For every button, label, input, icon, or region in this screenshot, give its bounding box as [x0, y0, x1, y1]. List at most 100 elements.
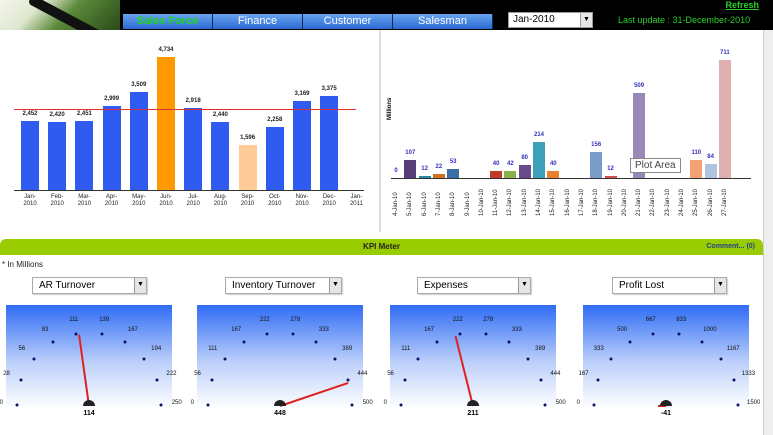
gauge-tick — [609, 357, 613, 361]
x-axis-label: 11-Jan-10 — [493, 189, 500, 216]
gauge-tick-label: 111 — [208, 346, 218, 352]
chevron-down-icon[interactable]: ▼ — [329, 278, 341, 293]
gauge-tick — [736, 403, 740, 407]
kpi-meter-header: KPI Meter Comment... (0) — [0, 239, 763, 255]
gauge-tick-label: 333 — [593, 346, 604, 352]
gauge-tick — [507, 340, 511, 344]
chevron-down-icon[interactable]: ▼ — [518, 278, 530, 293]
chevron-down-icon[interactable]: ▼ — [714, 278, 726, 293]
gauge-tick-label: 389 — [535, 346, 546, 352]
gauge-tick — [291, 332, 295, 336]
gauge-tick — [206, 403, 210, 407]
gauge-tick-label: 500 — [362, 400, 373, 406]
kpi-select-value: AR Turnover — [39, 280, 96, 291]
x-axis — [14, 190, 364, 191]
x-axis-label: May- 2010 — [132, 194, 146, 207]
gauge-tick-label: 500 — [555, 400, 566, 406]
gauge-needle — [78, 334, 90, 407]
gauge-tick-label: 56 — [194, 371, 201, 378]
gauge-tick — [32, 357, 36, 361]
x-axis-label: 14-Jan-10 — [536, 188, 542, 216]
kpi-select-1[interactable]: Inventory Turnover ▼ — [225, 277, 342, 294]
gauge-tick — [539, 378, 543, 382]
bar — [533, 142, 545, 178]
x-axis-label: Dec- 2010 — [322, 194, 336, 207]
x-axis-label: Mar- 2010 — [77, 194, 92, 207]
bar-value-label: 42 — [507, 161, 514, 167]
gauge-tick-label: 167 — [578, 371, 589, 378]
gauge-hub — [274, 400, 286, 406]
bar — [547, 171, 560, 178]
gauge-tick — [677, 332, 681, 336]
gauge-value: 448 — [274, 410, 286, 417]
month-select[interactable]: Jan-2010 ▼ — [508, 12, 593, 28]
gauge-tick-label: 444 — [357, 371, 368, 378]
tab-salesman[interactable]: Salesman — [393, 14, 493, 29]
bar — [184, 108, 203, 190]
gauge-tick-label: 500 — [617, 327, 628, 334]
gauge-tick — [142, 357, 146, 361]
gauge-tick-label: 278 — [290, 317, 301, 324]
bar — [157, 57, 175, 190]
chevron-down-icon[interactable]: ▼ — [134, 278, 146, 293]
x-axis-label: 13-Jan-10 — [521, 188, 528, 216]
logo-image — [0, 0, 120, 30]
gauge-tick — [416, 357, 420, 361]
gauge-tick-label: 167 — [231, 327, 242, 334]
gauge-tick — [484, 332, 488, 336]
x-axis-label: Oct- 2010 — [268, 194, 282, 207]
x-axis-label: Feb- 2010 — [50, 194, 64, 207]
tab-finance[interactable]: Finance — [213, 14, 303, 29]
kpi-gauge: 0 28 56 83 111 139 167 194 222 250 — [0, 305, 182, 409]
chevron-down-icon[interactable]: ▼ — [580, 13, 592, 27]
gauge-tick — [265, 332, 269, 336]
bar — [604, 176, 617, 178]
gauge-tick — [100, 332, 104, 336]
bar — [518, 164, 531, 178]
bar-value-label: 0 — [394, 168, 398, 174]
bar-value-label: 2,420 — [49, 112, 65, 119]
kpi-select-3[interactable]: Profit Lost ▼ — [612, 277, 727, 294]
x-axis-label: Jan- 2011 — [349, 194, 363, 207]
x-axis-label: 16-Jan-10 — [564, 188, 571, 216]
comment-link[interactable]: Comment... (0) — [706, 243, 755, 250]
bar — [293, 101, 311, 190]
x-axis-label: 15-Jan-10 — [550, 188, 557, 216]
bar-value-label: 12 — [607, 166, 614, 172]
bar-value-label: 156 — [591, 142, 602, 148]
gauge-tick — [651, 332, 655, 336]
bar-value-label: 2,258 — [267, 116, 283, 123]
bar-value-label: 509 — [634, 83, 645, 90]
x-axis-label: 17-Jan-10 — [578, 188, 585, 216]
gauge-value: 211 — [467, 410, 479, 417]
bar-value-label: 53 — [449, 159, 457, 166]
gauge-tick — [350, 403, 354, 407]
tab-sales-force[interactable]: Sales Force — [123, 14, 213, 29]
gauge-tick-label: 444 — [550, 371, 561, 378]
kpi-select-2[interactable]: Expenses ▼ — [417, 277, 531, 294]
bar-value-label: 80 — [521, 154, 529, 161]
bar-value-label: 84 — [707, 154, 714, 160]
refresh-link[interactable]: Refresh — [725, 0, 759, 10]
bar-value-label: 2,440 — [212, 111, 228, 118]
bar — [211, 121, 230, 190]
gauge-needle — [454, 335, 474, 407]
plot-area-tooltip: Plot Area — [630, 158, 681, 173]
bar-value-label: 40 — [549, 161, 557, 168]
tab-customer[interactable]: Customer — [303, 14, 393, 29]
units-note: * In Millions — [2, 260, 43, 269]
last-update-text: Last update : 31-December-2010 — [618, 15, 751, 25]
gauge-tick-label: 333 — [318, 327, 329, 334]
gauge-tick-label: 1000 — [703, 327, 717, 334]
vertical-scrollbar[interactable] — [763, 30, 773, 435]
bar-value-label: 2,918 — [185, 98, 201, 105]
gauge-tick-label: 0 — [0, 400, 3, 406]
bar-value-label: 3,509 — [131, 81, 147, 88]
bar-value-label: 2,452 — [22, 111, 38, 118]
gauge-tick — [159, 403, 163, 407]
gauge-tick-label: 0 — [190, 400, 194, 406]
monthly-sales-chart: 2,452 Jan- 2010 2,420 Feb- 2010 2,451 Mar- 2010 2… — [0, 30, 381, 232]
x-axis-label: Nov- 2010 — [295, 194, 309, 207]
kpi-select-0[interactable]: AR Turnover ▼ — [32, 277, 147, 294]
x-axis-label: 20-Jan-10 — [621, 188, 628, 216]
